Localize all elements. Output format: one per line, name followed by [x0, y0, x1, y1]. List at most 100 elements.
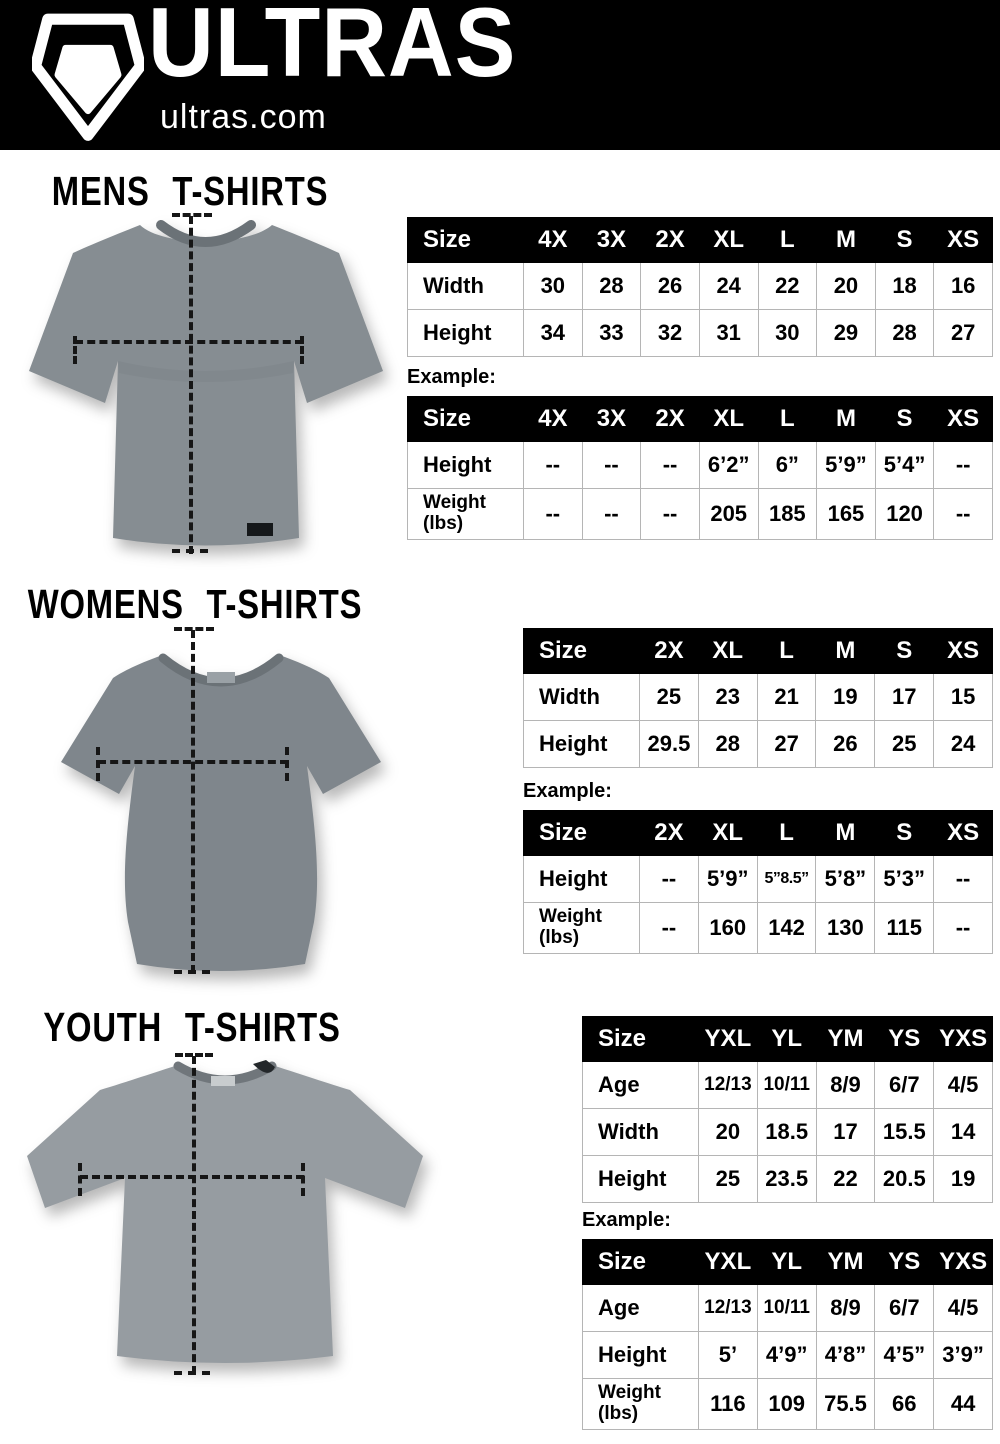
- value-cell: 185: [757, 488, 818, 540]
- value-cell: --: [640, 488, 700, 540]
- youth-height-line: [192, 1056, 196, 1374]
- womens-width-right-tick: [285, 747, 289, 781]
- size-header-cell: Size: [523, 810, 640, 856]
- table-row: Height 5’ 4’9” 4’8” 4’5” 3’9”: [582, 1331, 993, 1379]
- size-column-header: YXL: [698, 1239, 758, 1285]
- header-row: Size 2X XL L M S XS: [523, 810, 993, 856]
- value-cell: 18: [874, 262, 935, 310]
- value-cell: 160: [697, 902, 758, 954]
- size-column-header: L: [757, 396, 818, 442]
- header-row: Size YXL YL YM YS YXS: [582, 1016, 993, 1062]
- value-cell: 30: [757, 309, 818, 357]
- mens-width-left-tick: [73, 336, 77, 364]
- size-column-header: YXS: [933, 1016, 993, 1062]
- value-cell: 205: [698, 488, 759, 540]
- size-column-header: M: [816, 217, 876, 263]
- value-cell: --: [581, 488, 642, 540]
- value-cell: 25: [874, 720, 935, 768]
- value-cell: 130: [815, 902, 876, 954]
- size-column-header: M: [815, 628, 876, 674]
- value-cell: 6”: [757, 441, 818, 489]
- row-label: Height: [407, 441, 524, 489]
- youth-width-left-tick: [78, 1163, 82, 1196]
- value-cell: 25: [639, 673, 699, 721]
- value-cell: 5’9”: [697, 855, 758, 903]
- value-cell: 142: [756, 902, 817, 954]
- womens-height-bottom-cap: [174, 970, 210, 974]
- mens-tshirt-photo: [15, 213, 395, 563]
- value-cell: 20: [816, 262, 876, 310]
- row-label: Width: [523, 673, 640, 721]
- table-row: Height 25 23.5 22 20.5 19: [582, 1155, 993, 1203]
- value-cell: 22: [815, 1155, 876, 1203]
- womens-height-line: [191, 630, 195, 973]
- value-cell: 5’9”: [816, 441, 876, 489]
- size-column-header: 2X: [639, 810, 699, 856]
- row-label: Height: [407, 309, 524, 357]
- value-cell: 75.5: [815, 1378, 876, 1430]
- size-column-header: L: [756, 810, 817, 856]
- mens-width-line: [75, 340, 303, 344]
- row-label: Weight (lbs): [582, 1378, 699, 1430]
- mens-size-table: Size 4X 3X 2X XL L M S XS Width 30 28 26 24 22 20 18 16 He…: [407, 217, 993, 357]
- row-label: Height: [582, 1331, 699, 1379]
- value-cell: 31: [698, 309, 759, 357]
- value-cell: 29.5: [639, 720, 699, 768]
- header-row: Size 4X 3X 2X XL L M S XS: [407, 217, 993, 263]
- value-cell: --: [640, 441, 700, 489]
- row-label: Age: [582, 1061, 699, 1109]
- value-cell: 44: [933, 1378, 993, 1430]
- size-column-header: YS: [874, 1239, 935, 1285]
- value-cell: 5’4”: [874, 441, 935, 489]
- table-row: Height -- -- -- 6’2” 6” 5’9” 5’4” --: [407, 441, 993, 489]
- value-cell: --: [581, 441, 642, 489]
- mens-height-line: [189, 216, 193, 554]
- table-row: Weight (lbs) -- -- -- 205 185 165 120 --: [407, 488, 993, 540]
- value-cell: 6’2”: [698, 441, 759, 489]
- size-column-header: 3X: [581, 217, 642, 263]
- value-cell: 19: [815, 673, 876, 721]
- value-cell: 33: [581, 309, 642, 357]
- size-column-header: YL: [756, 1016, 817, 1062]
- womens-width-line: [98, 760, 288, 764]
- womens-tshirt-photo: [25, 626, 405, 986]
- row-label: Width: [407, 262, 524, 310]
- value-cell: 18.5: [756, 1108, 817, 1156]
- value-cell: 4’5”: [874, 1331, 935, 1379]
- size-column-header: XL: [698, 217, 759, 263]
- value-cell: 22: [757, 262, 818, 310]
- youth-section-title: YOUTH T-SHIRTS: [43, 1004, 341, 1050]
- size-column-header: S: [874, 217, 935, 263]
- size-column-header: 2X: [639, 628, 699, 674]
- ultras-shield-logo-icon: [29, 8, 147, 147]
- row-label: Weight (lbs): [523, 902, 640, 954]
- value-cell: --: [523, 488, 583, 540]
- value-cell: 12/13: [698, 1061, 758, 1109]
- size-column-header: XL: [698, 396, 759, 442]
- size-column-header: L: [756, 628, 817, 674]
- table-row: Height 29.5 28 27 26 25 24: [523, 720, 993, 768]
- value-cell: 34: [523, 309, 583, 357]
- row-label: Height: [523, 855, 640, 903]
- value-cell: 16: [933, 262, 993, 310]
- mens-height-top-cap: [172, 213, 212, 217]
- value-cell: 14: [933, 1108, 993, 1156]
- size-column-header: YS: [874, 1016, 935, 1062]
- size-header-cell: Size: [582, 1016, 699, 1062]
- mens-section-title: MENS T-SHIRTS: [51, 168, 329, 214]
- brand-name: ULTRAS: [148, 0, 517, 97]
- size-column-header: 2X: [640, 396, 700, 442]
- value-cell: --: [933, 441, 993, 489]
- youth-example-label: Example:: [582, 1209, 671, 1231]
- size-column-header: YM: [815, 1016, 876, 1062]
- value-cell: 8/9: [815, 1061, 876, 1109]
- value-cell: 15: [933, 673, 993, 721]
- value-cell: --: [639, 855, 699, 903]
- value-cell: 3’9”: [933, 1331, 993, 1379]
- size-header-cell: Size: [523, 628, 640, 674]
- value-cell: --: [639, 902, 699, 954]
- size-column-header: 2X: [640, 217, 700, 263]
- womens-width-left-tick: [96, 747, 100, 781]
- value-cell: 26: [640, 262, 700, 310]
- value-cell: --: [523, 441, 583, 489]
